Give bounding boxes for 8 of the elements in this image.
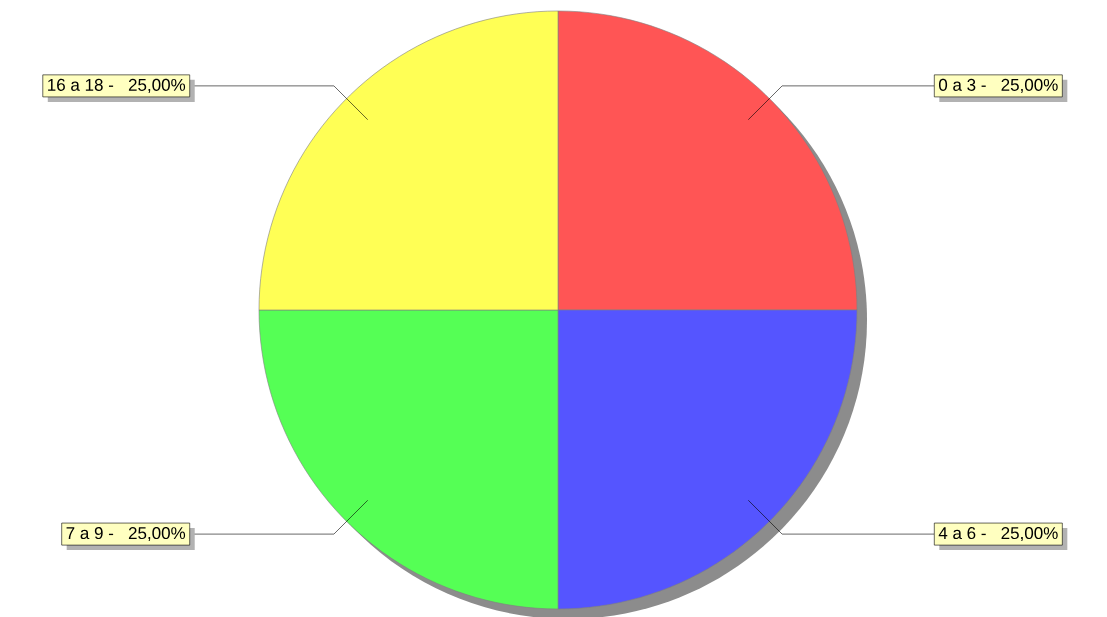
slice-label: 7 a 9 -	[66, 527, 114, 540]
slice-label: 0 a 3 -	[938, 78, 986, 91]
data-label: 25,00%	[128, 527, 186, 542]
slice-label: 16 a 18 -	[48, 78, 114, 91]
data-label: 25,00%	[1001, 527, 1058, 542]
data-label: 25,00%	[1001, 78, 1058, 93]
slice-label: 4 a 6 -	[938, 527, 986, 540]
data-label: 25,00%	[128, 78, 186, 93]
